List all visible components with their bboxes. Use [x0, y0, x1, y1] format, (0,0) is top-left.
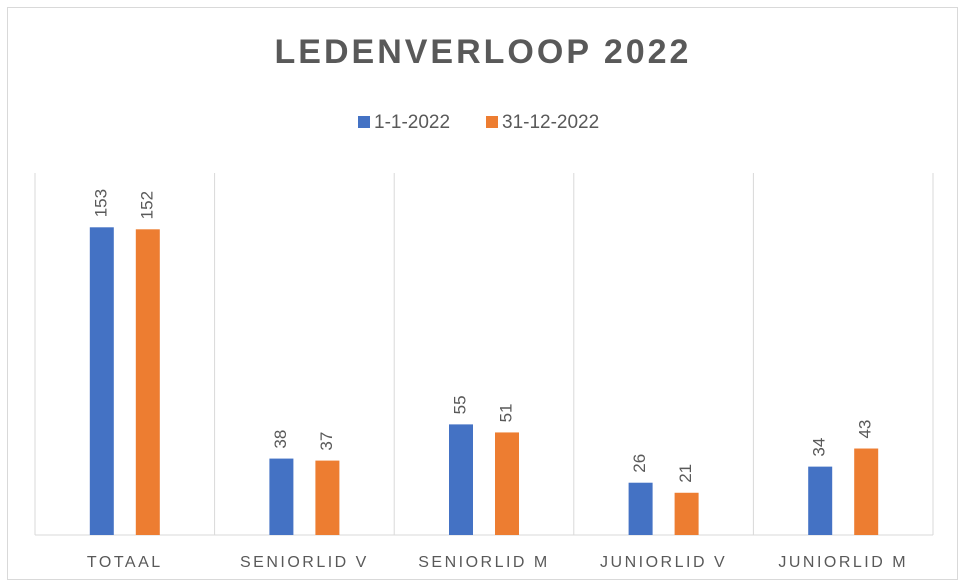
data-label: 38: [271, 430, 290, 449]
data-label: 153: [91, 189, 110, 217]
bar: [495, 432, 519, 535]
data-label: 26: [630, 454, 649, 473]
bar: [89, 227, 114, 536]
data-label: 21: [676, 464, 695, 483]
data-label: 43: [856, 420, 875, 439]
legend-label: 31-12-2022: [502, 112, 599, 133]
bar: [449, 424, 473, 535]
x-tick-label: JUNIORLID M: [778, 554, 908, 571]
bar: [269, 458, 294, 535]
data-label: 37: [317, 432, 336, 451]
x-tick-label: SENIORLID M: [418, 554, 550, 571]
x-tick-label: SENIORLID V: [240, 554, 369, 571]
data-label: 152: [137, 191, 156, 219]
bar: [315, 460, 340, 535]
legend-label: 1-1-2022: [374, 112, 450, 133]
bar: [808, 466, 833, 535]
chart-border: [7, 7, 958, 580]
bar: [674, 492, 699, 535]
data-label: 51: [496, 404, 515, 423]
x-tick-label: TOTAAL: [87, 554, 163, 571]
legend-swatch: [358, 116, 370, 128]
chart-title: LEDENVERLOOP 2022: [275, 33, 692, 71]
data-label: 34: [810, 438, 829, 457]
bar: [628, 482, 653, 535]
legend-swatch: [486, 116, 498, 128]
bar: [854, 448, 879, 535]
x-tick-label: JUNIORLID V: [600, 554, 727, 571]
bar: [135, 229, 160, 536]
data-label: 55: [450, 395, 469, 414]
